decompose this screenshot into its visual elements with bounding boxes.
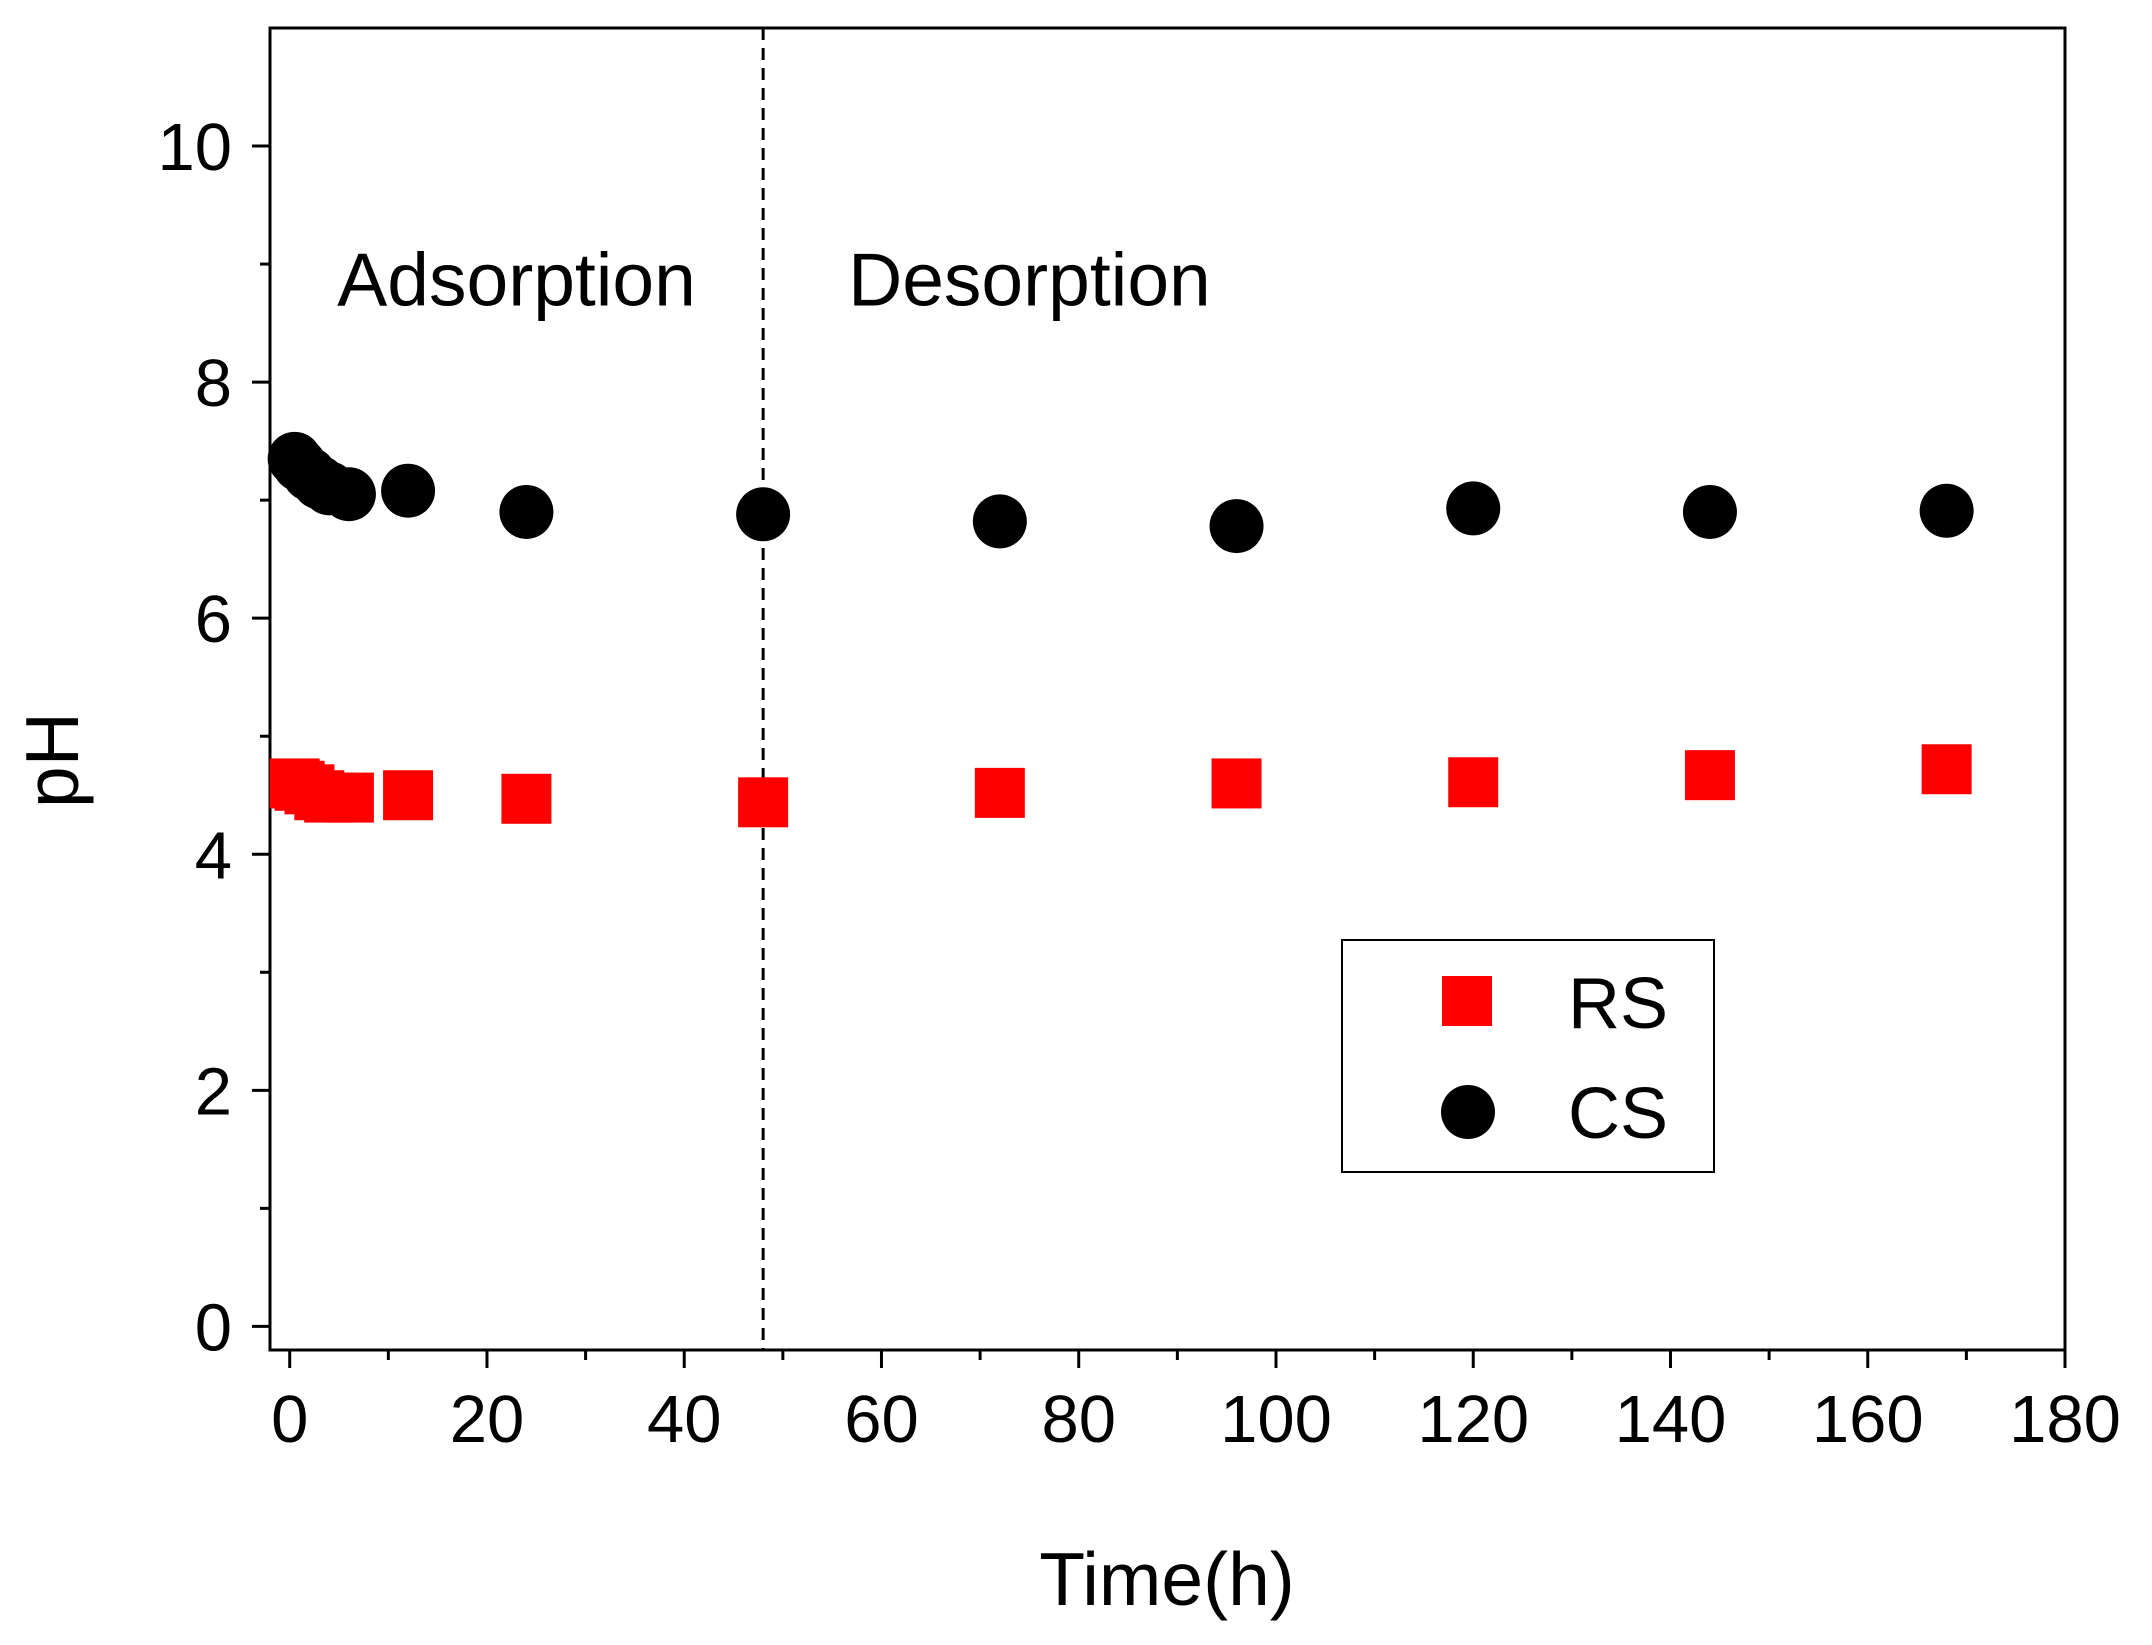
point-cs [1209, 499, 1264, 554]
point-rs [1211, 758, 1262, 809]
legend-rs-label: RS [1568, 964, 1668, 1044]
data-points [267, 431, 1974, 828]
point-cs [972, 494, 1027, 549]
point-cs [321, 467, 376, 522]
phase-annotation: Desorption [848, 237, 1211, 321]
y-tick-label: 4 [195, 818, 232, 893]
point-cs [381, 463, 436, 518]
point-cs [499, 484, 554, 539]
x-tick-label: 140 [1615, 1382, 1727, 1457]
point-cs [736, 487, 791, 542]
y-tick-label: 2 [195, 1054, 232, 1129]
phase-annotation: Adsorption [337, 237, 696, 321]
point-cs [1682, 484, 1737, 539]
point-cs [1919, 483, 1974, 538]
legend-cs-label: CS [1568, 1074, 1668, 1154]
point-rs [1684, 750, 1735, 801]
y-tick-label: 6 [195, 582, 232, 657]
x-axis-title: Time(h) [1039, 1537, 1295, 1621]
y-tick-label: 0 [195, 1290, 232, 1365]
point-rs [383, 770, 434, 821]
point-rs [1448, 757, 1499, 808]
point-rs [974, 767, 1025, 818]
legend-cs-marker [1441, 1085, 1495, 1139]
y-tick-label: 10 [157, 110, 232, 185]
tick-labels: 0 20 40 60 80 100 120 140 160 180 0 2 4 6 8 10 [157, 110, 2120, 1457]
y-axis-title: pH [10, 712, 94, 808]
plot-frame [268, 26, 2067, 1352]
point-rs [323, 772, 374, 823]
x-tick-label: 40 [647, 1382, 722, 1457]
x-tick-label: 20 [450, 1382, 525, 1457]
legend: RS CS [1341, 939, 1715, 1173]
point-rs [1921, 744, 1972, 795]
annotations: Adsorption Desorption [337, 237, 1210, 321]
x-tick-label: 180 [2009, 1382, 2121, 1457]
x-tick-label: 120 [1417, 1382, 1529, 1457]
legend-rs-marker [1442, 976, 1492, 1026]
point-cs [1446, 481, 1501, 536]
x-tick-label: 100 [1220, 1382, 1332, 1457]
x-tick-label: 0 [271, 1382, 308, 1457]
point-rs [738, 777, 789, 828]
x-tick-label: 160 [1812, 1382, 1924, 1457]
y-tick-label: 8 [195, 346, 232, 421]
point-rs [501, 773, 552, 824]
legend-box [1341, 939, 1715, 1173]
ticks [252, 144, 2067, 1368]
x-tick-label: 60 [844, 1382, 919, 1457]
x-tick-label: 80 [1041, 1382, 1116, 1457]
